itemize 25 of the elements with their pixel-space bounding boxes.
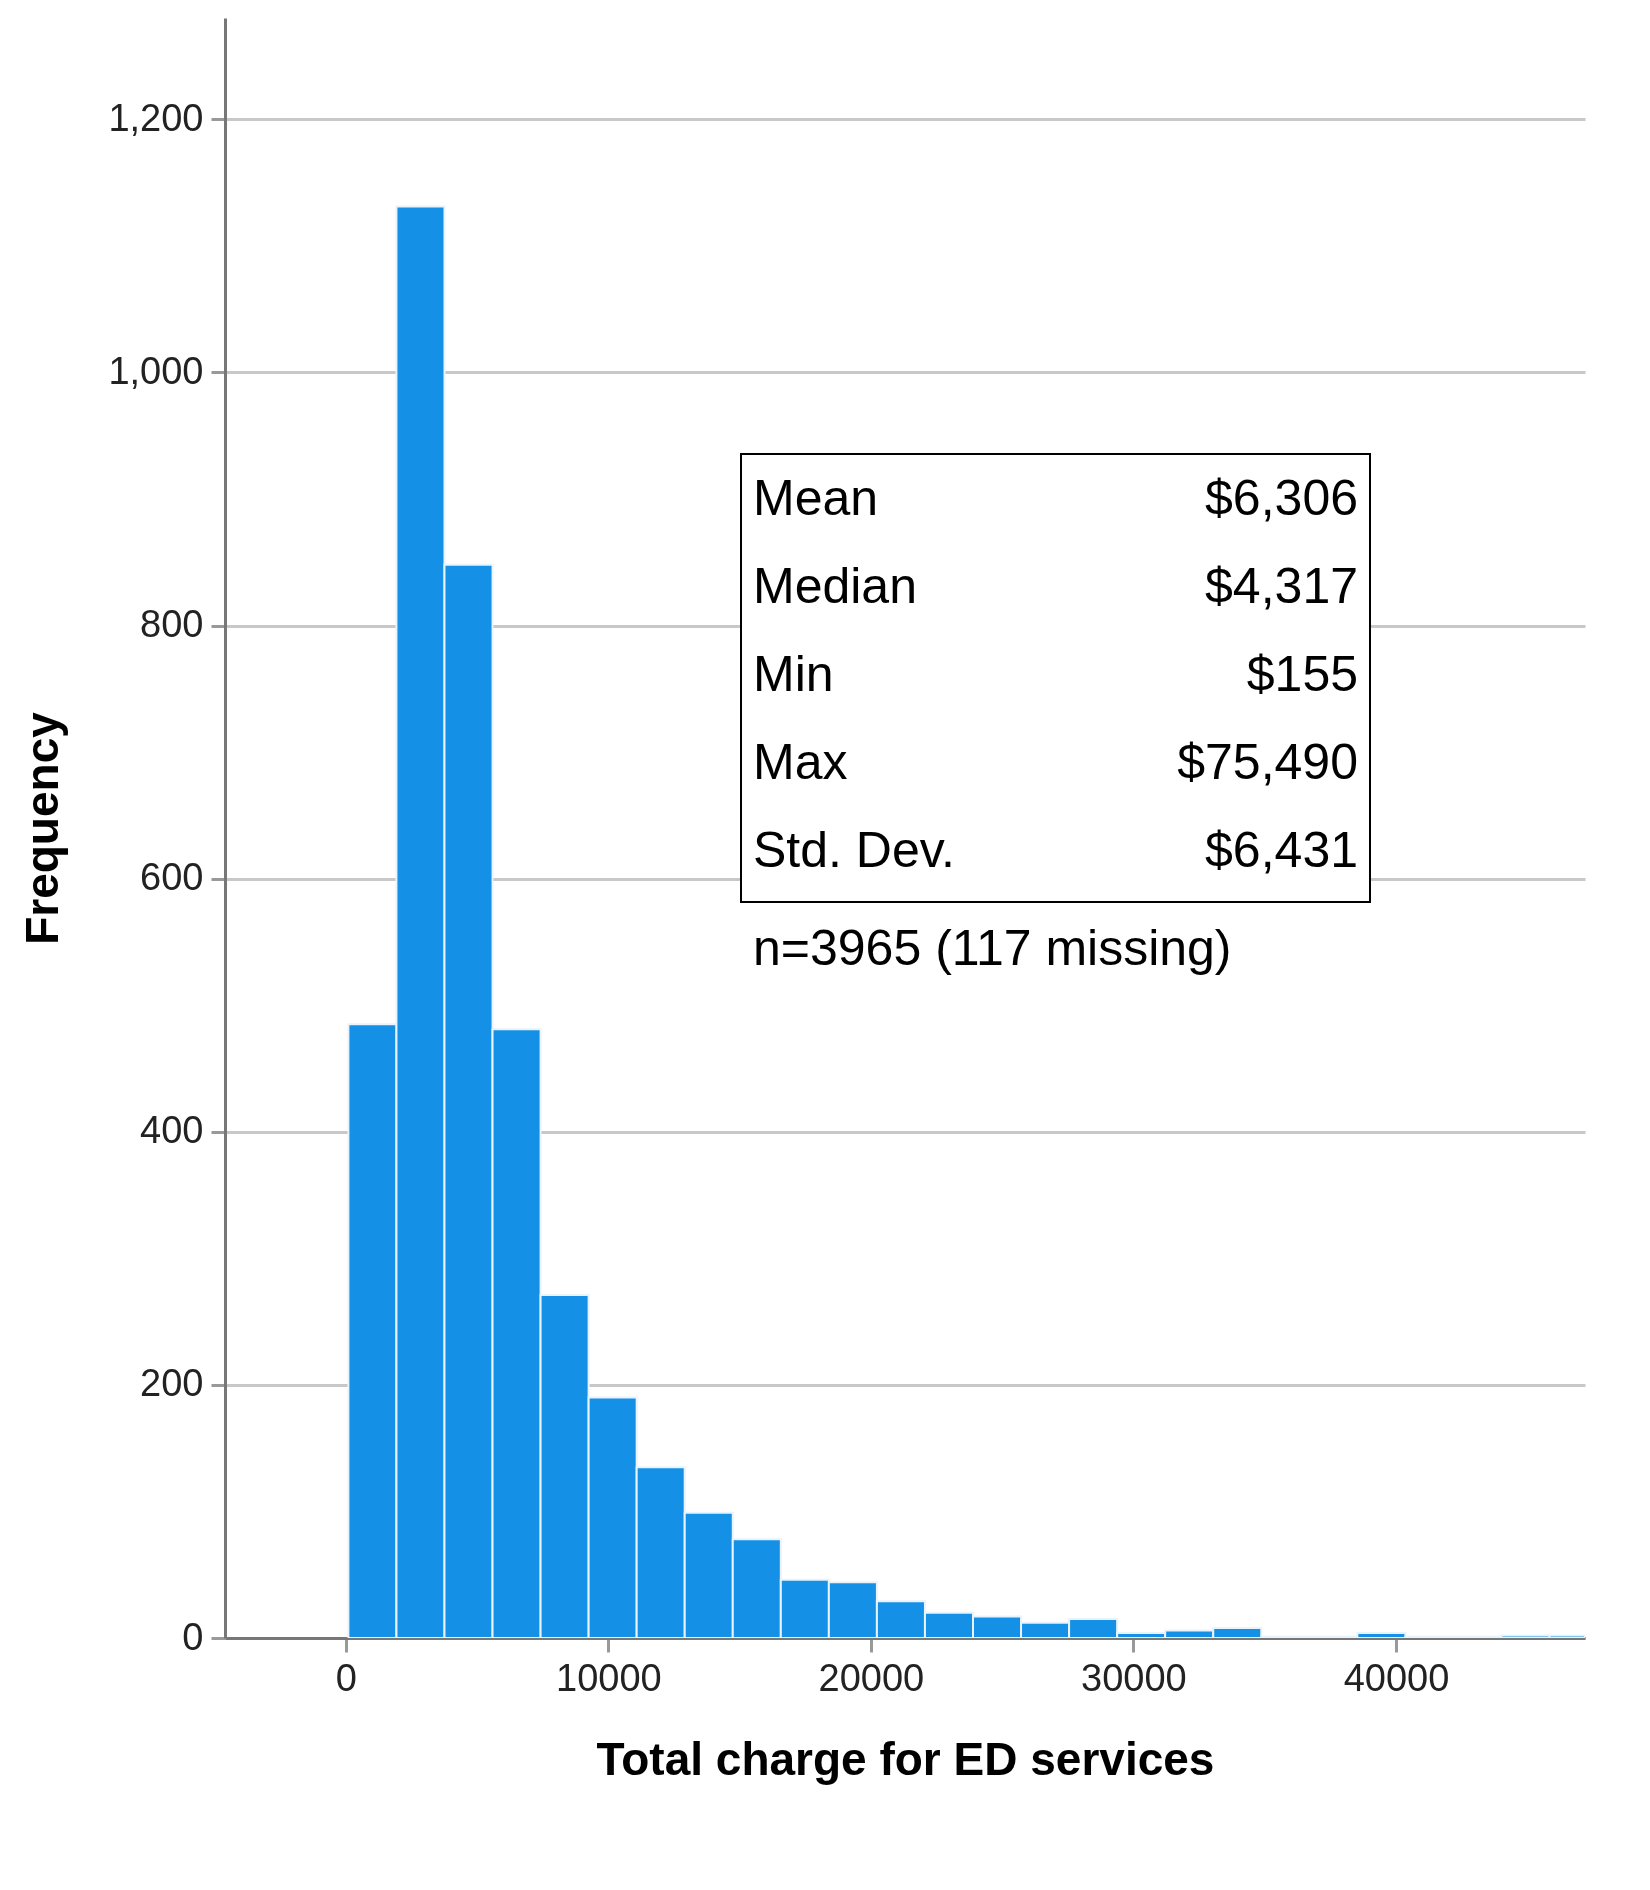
y-tick-label: 0 [182,1615,204,1658]
x-axis-title: Total charge for ED services [596,1732,1215,1785]
y-axis-title: Frequency [16,711,69,945]
annotation: n=3965 (117 missing) [753,920,1232,976]
annotation: Max [753,734,848,790]
annotation: $75,490 [1177,734,1358,790]
y-tick-label: 600 [140,856,204,899]
annotation: Std. Dev. [753,822,955,878]
x-tick-label: 40000 [1343,1656,1450,1699]
annotation: $6,431 [1205,822,1358,878]
y-tick-label: 400 [140,1109,204,1152]
y-tick-label: 1,200 [108,96,204,139]
annotation: $4,317 [1205,558,1358,614]
y-tick-label: 1,000 [108,349,204,392]
x-tick-label: 10000 [555,1656,662,1699]
annotation: $155 [1246,646,1358,702]
annotation: Median [753,558,917,614]
x-tick-label: 20000 [818,1656,925,1699]
y-tick-label: 200 [140,1362,204,1405]
annotation: Mean [753,470,879,526]
annotation: Min [753,646,834,702]
x-tick-label: 30000 [1081,1656,1187,1699]
x-tick-label: 0 [335,1656,357,1699]
y-tick-label: 800 [140,603,204,645]
annotation: $6,306 [1205,470,1358,526]
